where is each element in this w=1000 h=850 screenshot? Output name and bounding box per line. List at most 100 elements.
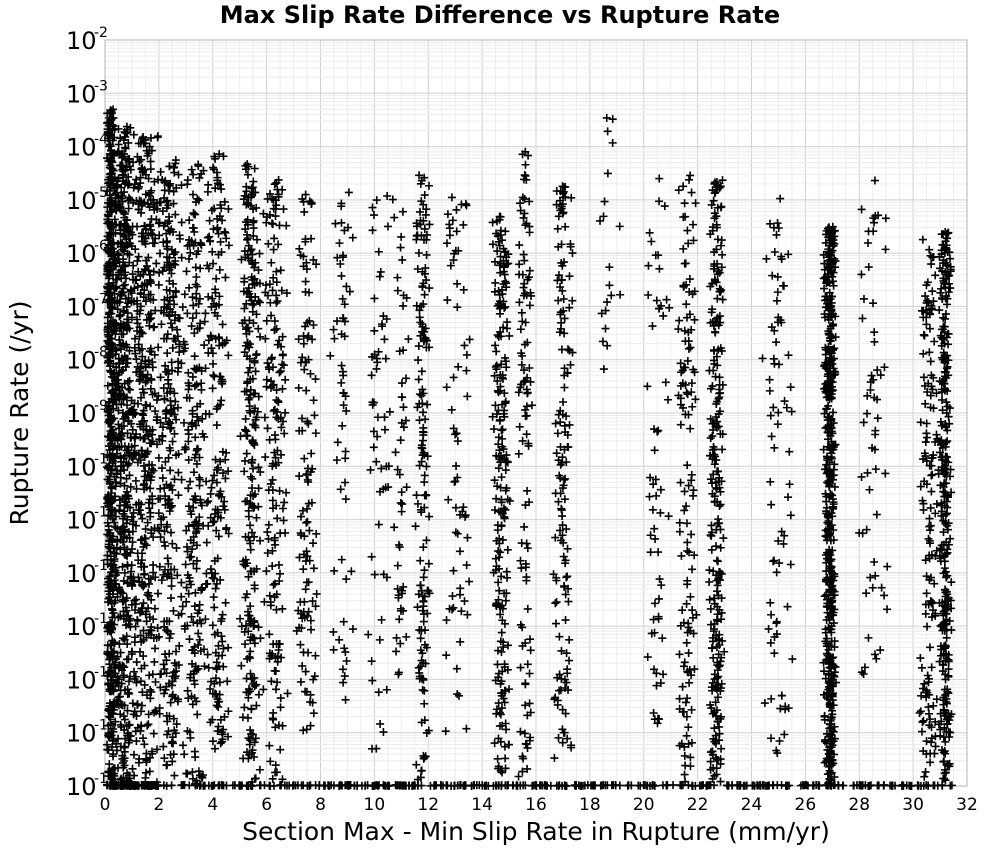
data-point [662, 295, 671, 304]
data-point [779, 281, 788, 290]
data-point [105, 660, 114, 669]
data-point [607, 291, 616, 300]
data-point [106, 161, 115, 170]
data-point [376, 719, 385, 728]
data-point [272, 291, 281, 300]
data-point [221, 228, 230, 237]
data-point [523, 604, 532, 613]
data-point [131, 605, 140, 614]
data-point [766, 598, 775, 607]
data-point [864, 633, 873, 642]
data-point [396, 639, 405, 648]
data-point [115, 312, 124, 321]
data-point [145, 767, 154, 776]
data-point [137, 328, 146, 337]
data-point [193, 444, 202, 453]
data-point [114, 359, 123, 368]
data-point [380, 413, 389, 422]
data-point [263, 359, 272, 368]
data-point [133, 326, 142, 335]
data-point [236, 432, 245, 441]
data-point [218, 610, 227, 619]
data-point [146, 402, 155, 411]
data-point [718, 176, 727, 185]
data-point [497, 522, 506, 531]
data-point [138, 352, 147, 361]
data-point [516, 325, 525, 334]
data-point [127, 313, 136, 322]
data-point [121, 143, 130, 152]
data-point [496, 710, 505, 719]
data-point [553, 429, 562, 438]
data-point [187, 612, 196, 621]
data-point [149, 323, 158, 332]
data-point [174, 468, 183, 477]
data-point [309, 564, 318, 573]
data-point [417, 766, 426, 775]
data-point [462, 350, 471, 359]
data-point [786, 511, 795, 520]
data-point [377, 615, 386, 624]
data-point [452, 205, 461, 214]
data-point [329, 325, 338, 334]
data-point [419, 573, 428, 582]
data-point [120, 352, 129, 361]
data-point [170, 389, 179, 398]
data-point [271, 667, 280, 676]
data-point [551, 419, 560, 428]
data-point [113, 568, 122, 577]
data-point [788, 655, 797, 664]
data-point [338, 665, 347, 674]
data-point [150, 657, 159, 666]
data-point [337, 378, 346, 387]
data-point [177, 218, 186, 227]
data-point [767, 500, 776, 509]
data-point [166, 466, 175, 475]
data-point [136, 677, 145, 686]
data-point [412, 760, 421, 769]
data-point [306, 721, 315, 730]
data-point [717, 744, 726, 753]
data-point [525, 266, 534, 275]
data-point [552, 598, 561, 607]
data-point [419, 617, 428, 626]
data-point [104, 274, 113, 283]
data-point [276, 745, 285, 754]
data-point [105, 651, 114, 660]
data-point [111, 462, 120, 471]
data-point [104, 732, 113, 741]
data-point [608, 115, 617, 124]
data-point [767, 694, 776, 703]
data-point [383, 222, 392, 231]
data-point [339, 371, 348, 380]
data-point [146, 484, 155, 493]
data-point [105, 477, 114, 486]
data-point [278, 604, 287, 613]
data-point [335, 239, 344, 248]
data-point [559, 552, 568, 561]
data-point [169, 606, 178, 615]
data-point [603, 341, 612, 350]
data-point [453, 303, 462, 312]
data-point [250, 421, 259, 430]
data-point [154, 453, 163, 462]
data-point [103, 118, 112, 127]
data-point [109, 456, 118, 465]
data-point [268, 562, 277, 571]
data-point [525, 669, 534, 678]
data-point [175, 234, 184, 243]
data-point [338, 253, 347, 262]
data-point [926, 503, 935, 512]
data-point [169, 163, 178, 172]
data-point [605, 263, 614, 272]
data-point [863, 409, 872, 418]
data-point [153, 745, 162, 754]
data-point [122, 769, 131, 778]
data-point [122, 474, 131, 483]
data-point [684, 723, 693, 732]
data-point [505, 331, 514, 340]
data-point [120, 128, 129, 137]
data-point [201, 615, 210, 624]
data-point [918, 727, 926, 736]
data-point [109, 404, 118, 413]
